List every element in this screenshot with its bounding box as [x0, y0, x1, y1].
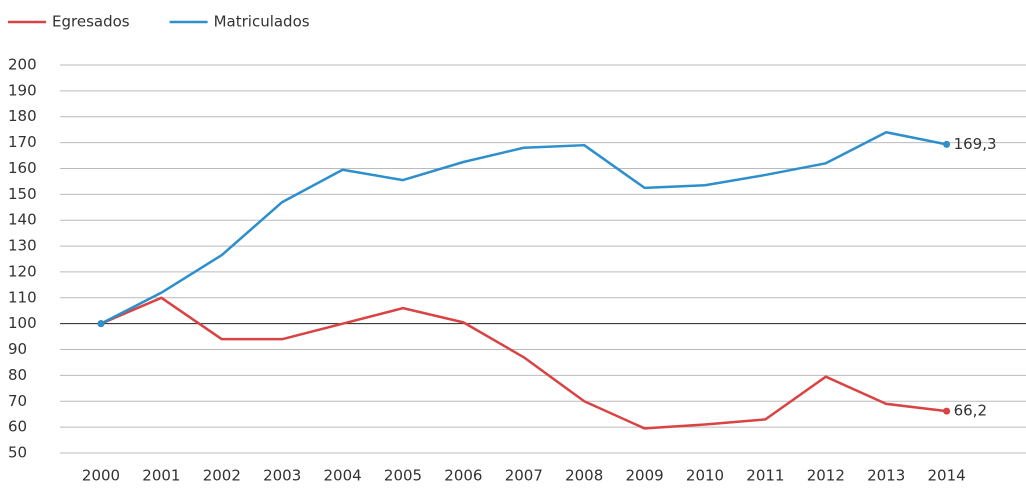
y-tick-label: 140	[8, 211, 37, 229]
x-tick-label: 2000	[82, 467, 120, 485]
y-tick-label: 120	[8, 262, 37, 280]
x-tick-label: 2011	[746, 467, 784, 485]
x-tick-label: 2010	[686, 467, 724, 485]
x-tick-label: 2002	[203, 467, 241, 485]
y-tick-label: 50	[8, 444, 27, 462]
legend-label: Egresados	[52, 13, 130, 31]
y-tick-label: 160	[8, 159, 37, 177]
series-line	[100, 296, 947, 430]
end-point	[943, 140, 951, 148]
y-tick-label: 170	[8, 133, 37, 151]
x-tick-label: 2005	[384, 467, 422, 485]
x-tick-label: 2012	[807, 467, 845, 485]
y-tick-label: 130	[8, 237, 37, 255]
x-tick-label: 2013	[867, 467, 905, 485]
data-label: 66,2	[954, 402, 987, 420]
y-tick-label: 60	[8, 418, 27, 436]
end-point	[943, 407, 951, 415]
y-tick-label: 150	[8, 185, 37, 203]
y-tick-label: 200	[8, 56, 37, 74]
x-tick-label: 2014	[928, 467, 966, 485]
y-tick-label: 110	[8, 288, 37, 306]
x-tick-label: 2008	[565, 467, 603, 485]
legend-label: Matriculados	[214, 13, 310, 31]
y-tick-label: 70	[8, 392, 27, 410]
data-label: 169,3	[954, 135, 997, 153]
y-tick-label: 90	[8, 340, 27, 358]
x-tick-label: 2007	[505, 467, 543, 485]
x-tick-label: 2001	[142, 467, 180, 485]
y-tick-label: 80	[8, 366, 27, 384]
end-point	[97, 320, 105, 328]
y-tick-label: 180	[8, 107, 37, 125]
x-tick-label: 2009	[626, 467, 664, 485]
y-tick-label: 100	[8, 314, 37, 332]
x-tick-label: 2004	[324, 467, 362, 485]
y-tick-label: 190	[8, 81, 37, 99]
x-tick-label: 2003	[263, 467, 301, 485]
x-tick-label: 2006	[444, 467, 482, 485]
series-line	[100, 131, 947, 325]
